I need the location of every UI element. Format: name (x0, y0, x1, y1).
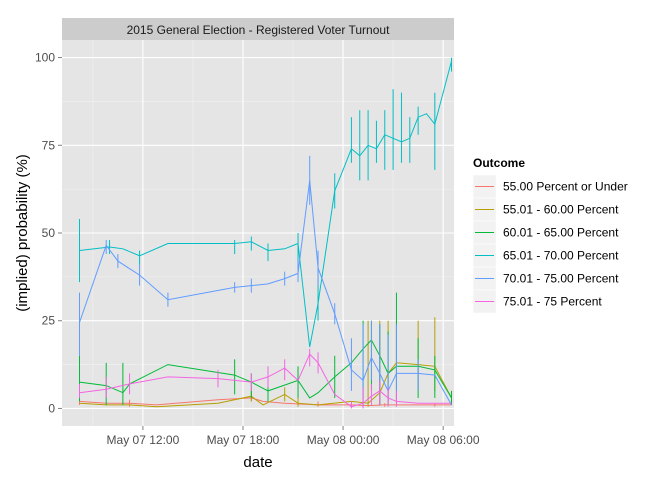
legend-label: 55.00 Percent or Under (503, 180, 628, 194)
series-4 (79, 57, 452, 348)
series-line (79, 397, 452, 407)
series-line (79, 353, 452, 408)
legend-item: 55.00 Percent or Under (472, 174, 628, 199)
x-tick-label: May 08 06:00 (407, 433, 480, 447)
legend-item: 65.01 - 70.00 Percent (472, 243, 619, 268)
y-tick-label: 50 (42, 226, 56, 240)
x-tick-label: May 08 00:00 (307, 433, 380, 447)
series-line (79, 180, 452, 406)
series-line (79, 362, 452, 408)
legend-item: 55.01 - 60.00 Percent (472, 197, 619, 222)
legend-label: 70.01 - 75.00 Percent (503, 272, 619, 286)
legend-label: 75.01 - 75 Percent (503, 295, 602, 309)
x-axis-title: date (243, 454, 272, 471)
series-line (79, 339, 452, 399)
y-tick-label: 100 (35, 51, 55, 65)
major-gridlines (62, 40, 454, 426)
series-line (79, 60, 452, 348)
y-tick-label: 25 (42, 314, 56, 328)
legend-label: 55.01 - 60.00 Percent (503, 203, 619, 217)
legend-item: 70.01 - 75.00 Percent (472, 266, 619, 291)
y-tick-label: 0 (48, 401, 55, 415)
legend: Outcome 55.00 Percent or Under 55.01 - 60… (472, 156, 628, 314)
strip-background (62, 18, 454, 40)
y-tick-label: 75 (42, 138, 56, 152)
legend-title: Outcome (473, 156, 525, 170)
y-axis: 0 25 50 75 100 (35, 51, 62, 415)
chart-title: 2015 General Election - Registered Voter… (127, 23, 390, 37)
y-axis-title: (implied) probability (%) (14, 154, 31, 312)
x-tick-label: May 07 18:00 (207, 433, 280, 447)
legend-item: 60.01 - 65.00 Percent (472, 220, 619, 245)
legend-label: 60.01 - 65.00 Percent (503, 226, 619, 240)
legend-label: 65.01 - 70.00 Percent (503, 249, 619, 263)
x-tick-label: May 07 12:00 (107, 433, 180, 447)
series-6 (79, 348, 452, 409)
series-layer (79, 57, 452, 409)
legend-item: 75.01 - 75 Percent (472, 289, 602, 314)
x-axis: May 07 12:00 May 07 18:00 May 08 00:00 May … (107, 426, 480, 447)
